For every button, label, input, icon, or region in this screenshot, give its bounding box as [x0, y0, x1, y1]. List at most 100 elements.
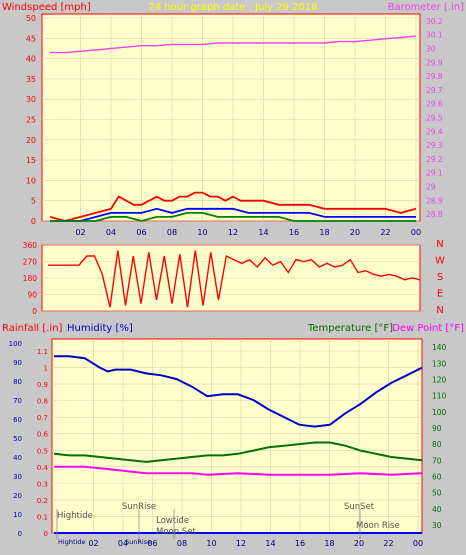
humidity-tick-label: 60: [13, 416, 22, 424]
direction-tick-label: 180: [23, 274, 38, 283]
bottom-annotation-label: SunRise: [125, 538, 151, 546]
humidity-tick-label: 70: [13, 397, 22, 405]
right-tick-label: 29: [426, 183, 436, 192]
series-temperature: [53, 441, 423, 463]
series-barometer: [50, 35, 417, 54]
x-tick-label: 10: [206, 539, 216, 548]
temp-tick-label: 100: [432, 408, 447, 417]
temp-tick-label: 30: [432, 521, 442, 530]
humidity-tick-label: 40: [13, 454, 22, 462]
right-tick-label: 30.1: [426, 31, 443, 40]
series-wind-low: [50, 211, 416, 222]
series-dew-point: [54, 465, 423, 476]
right-axis-label: Barometer [.in]: [388, 2, 464, 13]
x-tick-label: 22: [380, 228, 390, 237]
x-tick-label: 18: [319, 228, 329, 237]
rain-tick-label: 0.7: [37, 414, 48, 422]
direction-tick-label: 360: [23, 241, 38, 250]
humidity-tick-label: 0: [18, 530, 22, 538]
right-tick-label: 28.8: [426, 210, 443, 219]
x-tick-label: 14: [265, 539, 275, 548]
temp-tick-label: 90: [432, 424, 442, 433]
right-tick-label: 29.7: [426, 86, 443, 95]
x-tick-label: 00: [413, 539, 423, 548]
humidity-tick-label: 100: [9, 340, 22, 348]
left-tick-label: 10: [26, 176, 36, 185]
bottom-annotation-label: Hightide: [58, 538, 85, 546]
series-humidity: [54, 355, 423, 428]
temp-tick-label: 50: [432, 489, 442, 498]
direction-tick-label: 270: [23, 258, 38, 267]
right-tick-label: 30: [426, 45, 436, 54]
right-tick-label: 29.4: [426, 127, 443, 136]
annotation-label: Moon Rise: [356, 521, 400, 531]
x-tick-label: 02: [88, 539, 98, 548]
humidity-tick-label: 80: [13, 378, 22, 386]
compass-label: N: [436, 239, 443, 250]
right-tick-label: 29.6: [426, 100, 443, 109]
humidity-tick-label: 10: [13, 511, 22, 519]
left-tick-label: 35: [26, 75, 36, 84]
temperature-axis-label: Temperature [°F]: [307, 323, 393, 334]
compass-label: W: [435, 256, 445, 267]
right-tick-label: 29.5: [426, 114, 443, 123]
right-tick-label: 29.8: [426, 72, 443, 81]
dewpoint-axis-label: Dew Point [°F]: [392, 323, 464, 334]
annotation-label: Hightide: [57, 511, 93, 521]
left-tick-label: 30: [26, 95, 36, 104]
rain-tick-label: 0.3: [37, 480, 48, 488]
x-tick-label: 16: [295, 539, 305, 548]
rainfall-axis-label: Rainfall [.in]: [2, 323, 63, 334]
left-tick-label: 20: [26, 136, 36, 145]
annotation-label: Lowtide: [156, 516, 189, 526]
rain-tick-label: 0.1: [37, 513, 48, 521]
x-tick-label: 16: [289, 228, 299, 237]
temp-tick-label: 130: [432, 359, 447, 368]
x-tick-label: 18: [324, 539, 334, 548]
chart-title: 24 hour graph date : July 29 2018: [148, 2, 317, 13]
left-tick-label: 25: [26, 116, 36, 125]
left-tick-label: 15: [26, 156, 36, 165]
series-wind-average: [50, 207, 416, 222]
temp-tick-label: 120: [432, 375, 447, 384]
temp-tick-label: 140: [432, 343, 447, 352]
right-tick-label: 29.2: [426, 155, 443, 164]
left-tick-label: 5: [31, 197, 36, 206]
humidity-tick-label: 20: [13, 492, 22, 500]
right-tick-label: 30.2: [426, 17, 443, 26]
direction-tick-label: 0: [32, 307, 37, 316]
annotation-label: SunSet: [344, 502, 375, 512]
rain-tick-label: 0.9: [37, 381, 48, 389]
series-wind-direction: [48, 250, 421, 308]
right-tick-label: 29.9: [426, 58, 443, 67]
rain-tick-label: 0.5: [37, 447, 48, 455]
x-tick-label: 08: [167, 228, 177, 237]
x-tick-label: 20: [354, 539, 364, 548]
temp-tick-label: 110: [432, 392, 447, 401]
left-tick-label: 40: [26, 55, 36, 64]
temp-tick-label: 60: [432, 472, 442, 481]
rain-tick-label: 1: [44, 365, 48, 373]
humidity-tick-label: 50: [13, 435, 22, 443]
temp-plot-area: [51, 338, 423, 534]
rain-tick-label: 0.6: [37, 431, 49, 439]
x-tick-label: 08: [177, 539, 187, 548]
temp-tick-label: 40: [432, 505, 442, 514]
humidity-tick-label: 30: [13, 473, 22, 481]
series-wind-gust: [49, 191, 417, 222]
x-tick-label: 12: [236, 539, 246, 548]
right-tick-label: 29.1: [426, 169, 443, 178]
direction-tick-label: 90: [27, 291, 37, 300]
compass-label: S: [437, 272, 443, 283]
right-tick-label: 29.3: [426, 141, 443, 150]
x-tick-label: 06: [147, 539, 157, 548]
left-tick-label: 50: [26, 14, 36, 23]
right-tick-label: 28.9: [426, 196, 443, 205]
wind-plot-area: [41, 13, 421, 222]
compass-label: E: [437, 289, 443, 300]
rain-tick-label: 0.4: [37, 464, 49, 472]
annotation-label: Moon Set: [156, 527, 196, 537]
x-tick-label: 22: [383, 539, 393, 548]
rain-tick-label: 0.2: [37, 497, 48, 505]
